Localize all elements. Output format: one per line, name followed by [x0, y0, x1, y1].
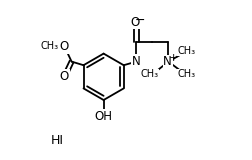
Text: CH₃: CH₃ — [141, 69, 159, 79]
Text: O: O — [60, 40, 69, 53]
Text: CH₃: CH₃ — [177, 69, 196, 79]
Text: OH: OH — [94, 110, 113, 123]
Text: +: + — [169, 53, 178, 63]
Text: CH₃: CH₃ — [40, 41, 58, 51]
Text: −: − — [135, 14, 145, 27]
Text: O: O — [60, 70, 69, 83]
Text: N: N — [132, 55, 141, 68]
Text: O: O — [131, 16, 140, 29]
Text: CH₃: CH₃ — [177, 46, 196, 56]
Text: N: N — [163, 55, 172, 68]
Text: HI: HI — [51, 134, 64, 147]
